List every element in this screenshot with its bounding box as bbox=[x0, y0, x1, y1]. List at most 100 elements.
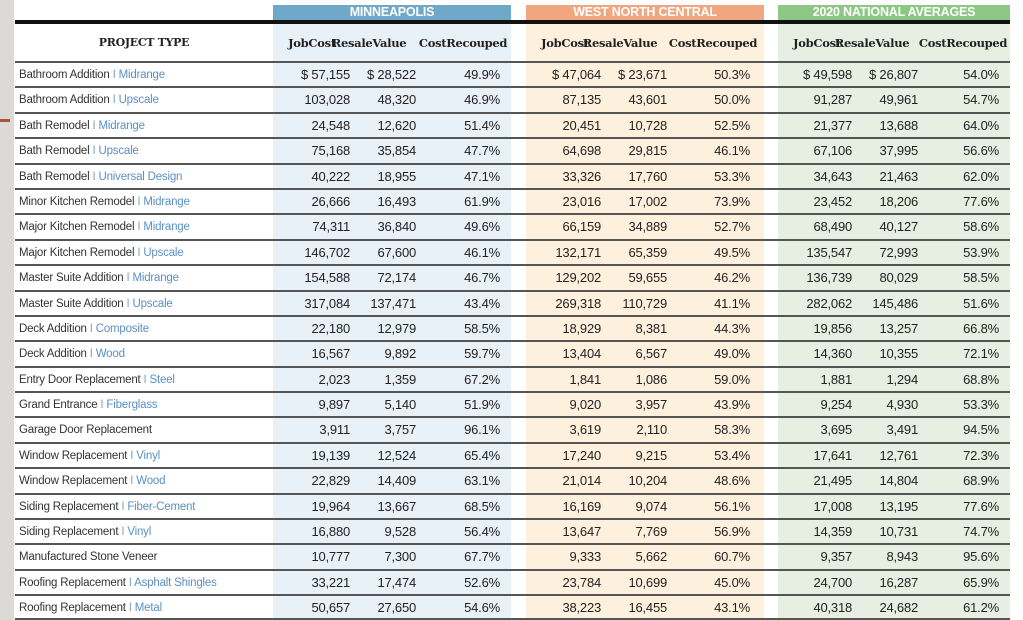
table-row: Bathroom Addition I Upscale 103,028 48,320… bbox=[15, 86, 1010, 111]
table-row: Siding Replacement I Fiber-Cement 19,964 1… bbox=[15, 492, 1010, 518]
national-averages-resale-value-cell: 37,995 bbox=[879, 143, 918, 159]
minneapolis-job-cost-cell: 50,657 bbox=[311, 600, 350, 616]
national-averages-cost-recouped-cell: 51.6% bbox=[963, 295, 999, 311]
national-averages-job-cost-cell: 9,254 bbox=[820, 397, 852, 413]
minneapolis-resale-value-cell: 48,320 bbox=[377, 92, 416, 108]
variant-separator: I bbox=[123, 297, 133, 310]
project-variant: Upscale bbox=[132, 297, 173, 310]
table-row: Roofing Replacement I Asphalt Shingles 33… bbox=[15, 568, 1010, 594]
minneapolis-cost-recouped-cell: 65.4% bbox=[464, 447, 500, 463]
west-north-central-resale-value-cell: 10,204 bbox=[628, 473, 667, 489]
project-type-cell: Bath Remodel I Midrange bbox=[19, 114, 145, 137]
table-row: Window Replacement I Wood 22,829 14,409 63.… bbox=[15, 467, 1010, 492]
west-north-central-job-cost-cell: 1,841 bbox=[569, 371, 601, 387]
minneapolis-job-cost-cell: 75,168 bbox=[311, 143, 350, 159]
national-averages-resale-value-cell: 14,804 bbox=[879, 473, 918, 489]
west-north-central-cost-recouped-cell: 44.3% bbox=[714, 320, 750, 336]
minneapolis-job-cost-cell: 317,084 bbox=[304, 295, 350, 311]
national-averages-cost-recouped-cell: 68.9% bbox=[963, 473, 999, 489]
national-averages-job-cost-cell: 21,495 bbox=[813, 473, 852, 489]
west-north-central-resale-value-cell: 65,359 bbox=[628, 244, 667, 260]
west-north-central-resale-value-cell: 17,002 bbox=[628, 193, 667, 209]
project-name: Deck Addition bbox=[19, 322, 87, 335]
minneapolis-resale-value-cell: 17,474 bbox=[377, 574, 416, 590]
project-variant: Steel bbox=[149, 373, 175, 386]
national-averages-resale-value-cell: 40,127 bbox=[879, 219, 918, 235]
project-type-cell: Major Kitchen Remodel I Upscale bbox=[19, 241, 184, 264]
west-north-central-job-cost-cell: 33,326 bbox=[562, 168, 601, 184]
national-averages-resale-value-cell: 21,463 bbox=[879, 168, 918, 184]
west-north-central-resale-value-cell: 43,601 bbox=[628, 92, 667, 108]
west-north-central-job-cost-cell: 87,135 bbox=[562, 92, 601, 108]
column-header-west-north-central-job-cost: Job Cost bbox=[525, 25, 605, 61]
project-name: Major Kitchen Remodel bbox=[19, 246, 135, 259]
variant-separator: I bbox=[89, 119, 99, 132]
variant-separator: I bbox=[125, 602, 135, 615]
project-name: Master Suite Addition bbox=[19, 297, 124, 310]
minneapolis-job-cost-cell: 24,548 bbox=[311, 117, 350, 133]
national-averages-resale-value-cell: 12,761 bbox=[879, 447, 918, 463]
minneapolis-job-cost-cell: 74,311 bbox=[312, 219, 350, 235]
minneapolis-resale-value-cell: $ 28,522 bbox=[366, 67, 416, 82]
west-north-central-resale-value-cell: 2,110 bbox=[636, 422, 667, 438]
national-averages-cost-recouped-cell: 56.6% bbox=[963, 143, 999, 159]
project-type-cell: Entry Door Replacement I Steel bbox=[19, 368, 175, 391]
national-averages-resale-value-cell: 13,688 bbox=[879, 117, 918, 133]
national-averages-resale-value-cell: $ 26,807 bbox=[868, 67, 918, 82]
west-north-central-job-cost-cell: 129,202 bbox=[555, 270, 601, 286]
west-north-central-cost-recouped-cell: 46.1% bbox=[714, 143, 750, 159]
project-type-cell: Roofing Replacement I Asphalt Shingles bbox=[19, 571, 217, 594]
column-header-line: Cost bbox=[561, 36, 589, 50]
project-type-cell: Minor Kitchen Remodel I Midrange bbox=[19, 190, 190, 213]
national-averages-cost-recouped-cell: 64.0% bbox=[963, 117, 999, 133]
table-row: Siding Replacement I Vinyl 16,880 9,528 56.… bbox=[15, 518, 1010, 543]
project-name: Major Kitchen Remodel bbox=[19, 221, 135, 234]
west-north-central-cost-recouped-cell: 50.3% bbox=[714, 67, 750, 82]
west-north-central-cost-recouped-cell: 45.0% bbox=[714, 574, 750, 590]
national-averages-resale-value-cell: 13,257 bbox=[879, 320, 918, 336]
variant-separator: I bbox=[140, 373, 150, 386]
minneapolis-cost-recouped-cell: 67.7% bbox=[464, 549, 500, 565]
column-header-west-north-central-resale-value: Resale Value bbox=[580, 25, 660, 61]
column-header-line: Cost bbox=[418, 36, 447, 50]
project-variant: Midrange bbox=[143, 221, 190, 234]
west-north-central-resale-value-cell: 59,655 bbox=[628, 270, 667, 286]
project-variant: Upscale bbox=[118, 94, 159, 107]
minneapolis-resale-value-cell: 27,650 bbox=[377, 600, 416, 616]
national-averages-cost-recouped-cell: 65.9% bbox=[963, 574, 999, 590]
minneapolis-resale-value-cell: 67,600 bbox=[377, 244, 416, 260]
minneapolis-job-cost-cell: 9,897 bbox=[318, 397, 350, 413]
minneapolis-resale-value-cell: 137,471 bbox=[370, 295, 416, 311]
project-variant: Fiber-Cement bbox=[127, 500, 196, 513]
minneapolis-job-cost-cell: 22,180 bbox=[311, 320, 350, 336]
national-averages-job-cost-cell: 136,739 bbox=[806, 270, 852, 286]
project-type-cell: Bath Remodel I Upscale bbox=[19, 139, 139, 162]
west-north-central-resale-value-cell: 5,662 bbox=[635, 549, 667, 565]
national-averages-cost-recouped-cell: 66.8% bbox=[963, 320, 999, 336]
project-variant: Wood bbox=[136, 475, 166, 488]
minneapolis-cost-recouped-cell: 58.5% bbox=[464, 320, 500, 336]
west-north-central-job-cost-cell: $ 47,064 bbox=[551, 67, 601, 82]
table-row: Major Kitchen Remodel I Upscale 146,702 67… bbox=[15, 238, 1010, 264]
west-north-central-resale-value-cell: 8,381 bbox=[635, 320, 667, 336]
group-header-national-averages: 2020 NATIONAL AVERAGES bbox=[778, 5, 1010, 20]
national-averages-cost-recouped-cell: 58.6% bbox=[963, 219, 999, 235]
national-averages-resale-value-cell: 18,206 bbox=[879, 193, 918, 209]
cost-vs-value-table: Bathroom Addition I Midrange $ 57,155 $ 28… bbox=[15, 61, 1010, 620]
west-north-central-job-cost-cell: 23,016 bbox=[562, 193, 601, 209]
minneapolis-job-cost-cell: 10,777 bbox=[311, 549, 350, 565]
project-name: Siding Replacement bbox=[19, 526, 119, 539]
variant-separator: I bbox=[109, 69, 119, 81]
west-north-central-resale-value-cell: 10,728 bbox=[628, 117, 667, 133]
project-variant: Midrange bbox=[143, 195, 190, 208]
project-type-cell: Bathroom Addition I Upscale bbox=[19, 88, 159, 111]
project-variant: Midrange bbox=[132, 272, 179, 285]
west-north-central-resale-value-cell: 6,567 bbox=[635, 346, 667, 362]
project-name: Window Replacement bbox=[19, 449, 128, 462]
project-variant: Asphalt Shingles bbox=[134, 576, 217, 589]
column-header-line: Cost bbox=[918, 36, 947, 50]
project-name: Grand Entrance bbox=[19, 399, 98, 412]
national-averages-cost-recouped-cell: 72.1% bbox=[963, 346, 999, 362]
west-north-central-cost-recouped-cell: 56.1% bbox=[714, 498, 750, 514]
minneapolis-cost-recouped-cell: 46.7% bbox=[464, 270, 500, 286]
